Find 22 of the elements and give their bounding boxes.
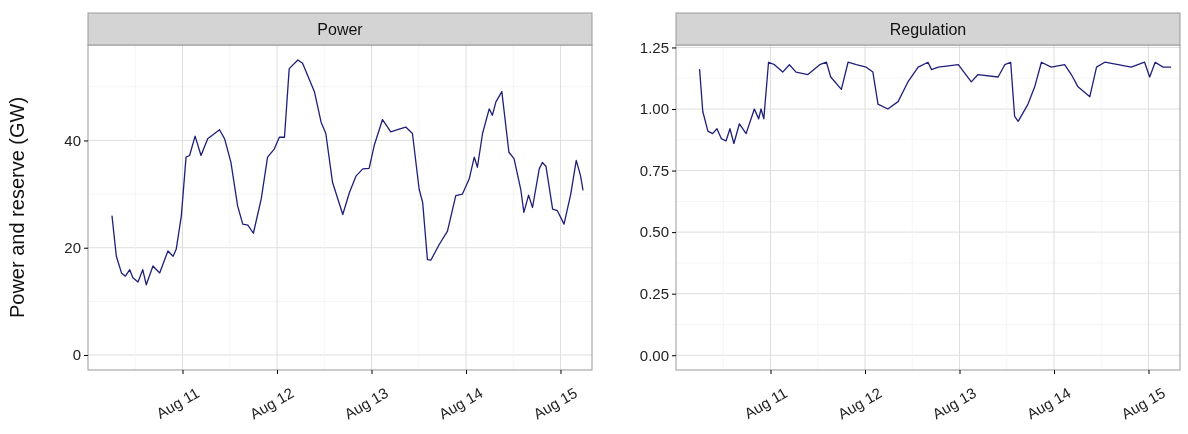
chart-title: Power xyxy=(317,21,364,38)
y-axis-title: Power and reserve (GW) xyxy=(6,96,28,319)
x-tick-label: Aug 15 xyxy=(1118,383,1168,423)
y-tick-label: 1.00 xyxy=(639,100,669,118)
x-tick-label: Aug 12 xyxy=(246,383,297,423)
x-tick-label: Aug 13 xyxy=(929,383,979,423)
y-tick-label: 0 xyxy=(72,346,81,364)
y-tick-label: 0.50 xyxy=(639,223,669,241)
x-tick-label: Aug 13 xyxy=(341,383,391,423)
y-tick-label: 40 xyxy=(64,131,81,149)
y-tick-label: 20 xyxy=(64,239,81,257)
x-tick-label: Aug 15 xyxy=(530,383,580,423)
x-tick-label: Aug 12 xyxy=(834,383,885,423)
x-tick-label: Aug 14 xyxy=(435,383,486,423)
chart-title: Regulation xyxy=(889,21,967,38)
y-tick-label: 0.00 xyxy=(639,346,669,364)
x-tick-label: Aug 11 xyxy=(741,383,790,422)
y-tick-label: 0.25 xyxy=(639,284,669,302)
y-tick-label: 1.25 xyxy=(639,38,669,56)
y-tick-label: 0.75 xyxy=(639,161,669,179)
x-tick-label: Aug 11 xyxy=(153,383,202,422)
x-tick-label: Aug 14 xyxy=(1023,383,1074,423)
